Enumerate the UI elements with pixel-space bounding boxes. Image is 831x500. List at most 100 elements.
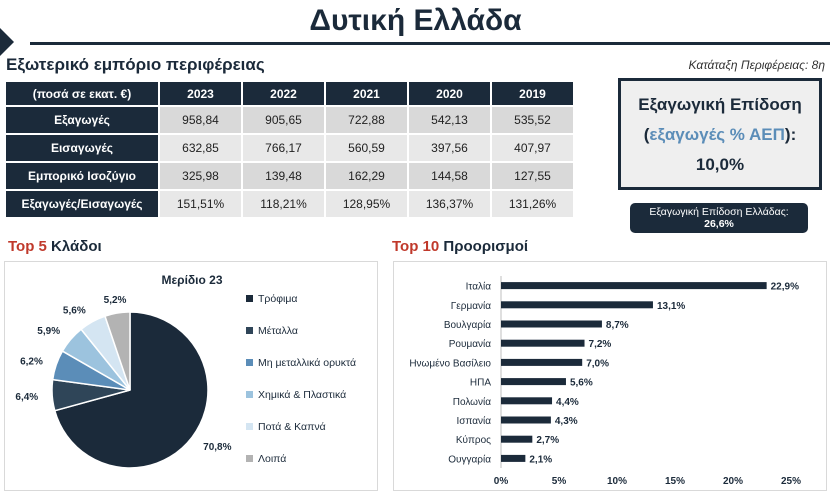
- table-cell: 632,85: [160, 135, 241, 161]
- table-cell: 722,88: [326, 107, 407, 133]
- legend-label: Λοιπά: [258, 453, 286, 465]
- pie-data-label: 5,2%: [104, 295, 127, 306]
- bar-data-label: 4,4%: [556, 397, 579, 408]
- x-tick-label: 25%: [781, 476, 801, 487]
- bar: [501, 454, 526, 462]
- bar-data-label: 2,1%: [529, 454, 552, 465]
- legend-swatch: [246, 327, 253, 334]
- kpi-paren-open: (: [643, 125, 650, 144]
- pie-data-label: 5,9%: [37, 326, 60, 337]
- kpi-title: Εξαγωγική Επίδοση: [638, 95, 802, 114]
- export-performance-card: Εξαγωγική Επίδοση (εξαγωγές % ΑΕΠ): 10,0…: [618, 78, 822, 190]
- row-label: Εξαγωγές/Εισαγωγές: [6, 191, 158, 217]
- bar-category-label: Γερμανία: [451, 300, 491, 312]
- trade-table-header: (ποσά σε εκατ. €) 2023 2022 2021 2020 20…: [6, 82, 573, 105]
- destinations-heading-red: Top 10: [392, 238, 440, 255]
- bar: [501, 397, 553, 405]
- legend-swatch: [246, 359, 253, 366]
- table-cell: 542,13: [409, 107, 490, 133]
- bar-data-label: 8,7%: [606, 320, 629, 331]
- bar-data-label: 2,7%: [536, 435, 559, 446]
- x-tick-label: 15%: [665, 476, 685, 487]
- table-row: Εξαγωγές/Εισαγωγές 151,51% 118,21% 128,9…: [6, 191, 573, 217]
- table-cell: 118,21%: [243, 191, 324, 217]
- legend-label: Χημικά & Πλαστικά: [258, 389, 346, 401]
- row-label: Εξαγωγές: [6, 107, 158, 133]
- bar-category-label: Ρουμανία: [449, 338, 491, 350]
- table-cell: 128,95%: [326, 191, 407, 217]
- bar-chart: Ιταλία 22,9% Γερμανία 13,1% Βουλγαρία 8,7% Ρου…: [409, 276, 801, 487]
- bar-category-label: Κύπρος: [456, 434, 491, 446]
- table-cell: 144,58: [409, 163, 490, 189]
- table-row: Εισαγωγές 632,85 766,17 560,59 397,56 40…: [6, 135, 573, 161]
- legend-label: Τρόφιμα: [258, 293, 298, 305]
- kpi-paren-close: ):: [784, 125, 797, 144]
- table-cell: 151,51%: [160, 191, 241, 217]
- bar-data-label: 5,6%: [570, 378, 593, 389]
- kpi-highlight: εξαγωγές % ΑΕΠ: [649, 125, 785, 144]
- legend-swatch: [246, 455, 253, 462]
- bar: [501, 282, 767, 290]
- bar: [501, 358, 583, 366]
- bar-data-label: 13,1%: [657, 301, 685, 312]
- x-tick-label: 20%: [723, 476, 743, 487]
- table-cell: 162,29: [326, 163, 407, 189]
- table-cell: 407,97: [492, 135, 573, 161]
- table-cell: 397,56: [409, 135, 490, 161]
- bar-data-label: 7,0%: [586, 358, 609, 369]
- bar-category-label: Ηνωμένο Βασίλειο: [409, 357, 491, 369]
- table-row: Εμπορικό Ισοζύγιο 325,98 139,48 162,29 1…: [6, 163, 573, 189]
- bar: [501, 435, 533, 443]
- table-cell: 535,52: [492, 107, 573, 133]
- pie-data-label: 6,2%: [20, 356, 43, 367]
- table-cell: 136,37%: [409, 191, 490, 217]
- page-title: Δυτική Ελλάδα: [309, 4, 522, 37]
- header-cell-year: 2020: [409, 82, 490, 105]
- destinations-heading: Top 10 Προορισμοί: [392, 238, 528, 255]
- bar-category-label: Ουγγαρία: [448, 453, 491, 465]
- table-cell: 958,84: [160, 107, 241, 133]
- legend-swatch: [246, 423, 253, 430]
- row-label: Εμπορικό Ισοζύγιο: [6, 163, 158, 189]
- pie-data-label: 5,6%: [63, 305, 86, 316]
- pie-slice: [53, 311, 209, 469]
- table-cell: 766,17: [243, 135, 324, 161]
- legend-label: Ποτά & Καπνά: [258, 421, 326, 433]
- x-tick-label: 0%: [494, 476, 509, 487]
- row-label: Εισαγωγές: [6, 135, 158, 161]
- header-cell-unit: (ποσά σε εκατ. €): [6, 82, 158, 105]
- legend-swatch: [246, 391, 253, 398]
- bar-data-label: 22,9%: [771, 282, 799, 293]
- bar: [501, 339, 585, 347]
- bar: [501, 378, 566, 386]
- header-cell-year: 2021: [326, 82, 407, 105]
- legend-swatch: [246, 295, 253, 302]
- bar-category-label: ΗΠΑ: [470, 378, 491, 389]
- table-cell: 127,55: [492, 163, 573, 189]
- sectors-heading: Top 5 Κλάδοι: [8, 238, 102, 255]
- table-cell: 325,98: [160, 163, 241, 189]
- pie-chart-panel: Μερίδιο 23 70,8% 6,4% 6,2% 5,9% 5,6% 5,2% Τρόφι…: [4, 261, 378, 491]
- pie-title: Μερίδιο 23: [161, 273, 222, 287]
- destinations-heading-rest: Προορισμοί: [439, 238, 529, 255]
- bar-category-label: Ισπανία: [457, 415, 492, 427]
- pie-data-label: 6,4%: [15, 392, 38, 403]
- bar: [501, 320, 602, 328]
- table-cell: 131,26%: [492, 191, 573, 217]
- legend-label: Μη μεταλλικά ορυκτά: [258, 357, 356, 369]
- pie-data-label: 70,8%: [203, 442, 231, 453]
- region-rank: Κατάταξη Περιφέρειας: 8η: [688, 58, 826, 72]
- header-cell-year: 2023: [160, 82, 241, 105]
- greece-export-badge: Εξαγωγική Επίδοση Ελλάδας: 26,6%: [630, 203, 808, 233]
- title-underline: [30, 42, 830, 45]
- sectors-heading-red: Top 5: [8, 238, 47, 255]
- header-cell-year: 2022: [243, 82, 324, 105]
- table-cell: 905,65: [243, 107, 324, 133]
- bar: [501, 416, 551, 424]
- bar: [501, 301, 653, 309]
- table-row: Εξαγωγές 958,84 905,65 722,88 542,13 535…: [6, 107, 573, 133]
- title-corner-marker: [0, 28, 14, 56]
- kpi-value: 10,0%: [695, 155, 745, 174]
- pie-chart: Μερίδιο 23 70,8% 6,4% 6,2% 5,9%5,6% 5,2% Τρόφι…: [15, 273, 356, 469]
- table-cell: 560,59: [326, 135, 407, 161]
